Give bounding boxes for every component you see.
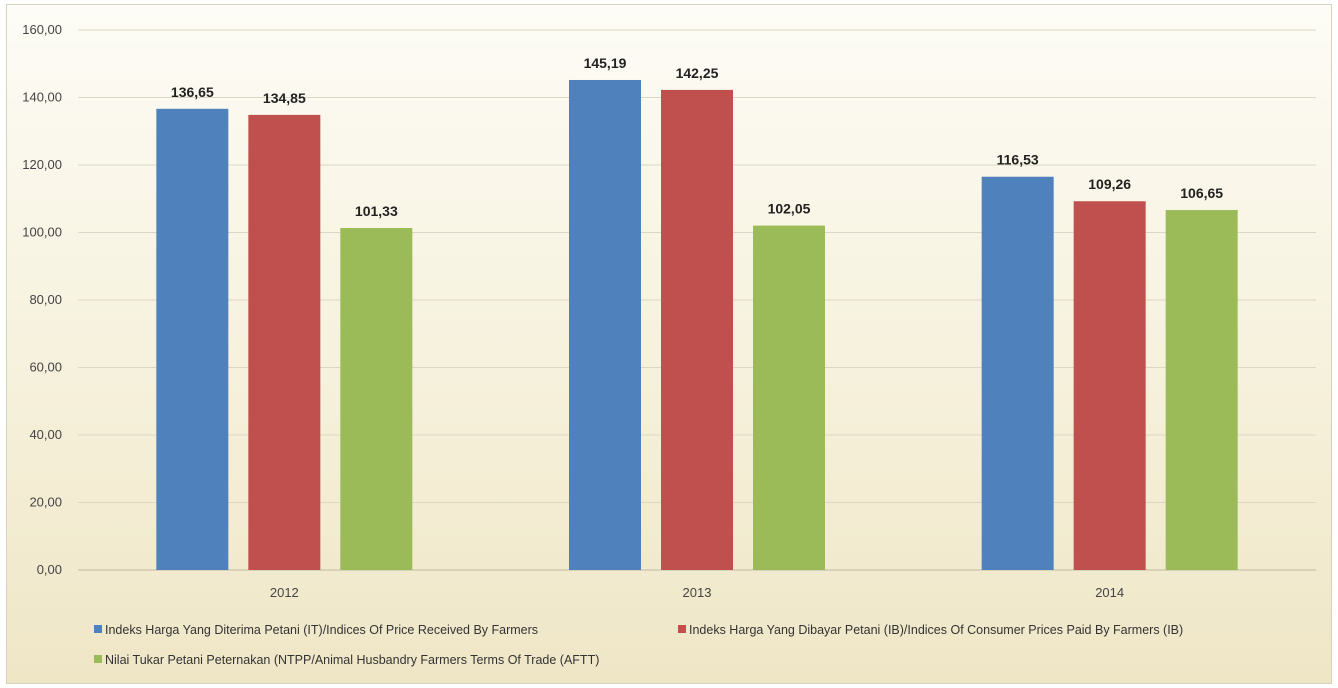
- data-label: 116,53: [997, 152, 1039, 168]
- y-tick-label: 140,00: [22, 90, 62, 105]
- y-axis: 0,00 20,00 40,00 60,00 80,00 100,00 120,00 140,…: [22, 22, 62, 577]
- bar: [569, 79, 641, 570]
- x-tick-label: 2013: [683, 585, 712, 600]
- data-label: 102,05: [768, 201, 811, 217]
- y-tick-label: 160,00: [22, 22, 62, 37]
- data-label: 109,26: [1088, 176, 1131, 192]
- data-label: 142,25: [676, 65, 719, 81]
- bar: [340, 228, 413, 571]
- data-label: 145,19: [584, 55, 627, 71]
- bar: [1165, 210, 1238, 570]
- y-tick-label: 100,00: [22, 225, 62, 240]
- legend-swatch: [678, 625, 686, 633]
- y-tick-label: 120,00: [22, 157, 62, 172]
- legend-item: Indeks Harga Yang Dibayar Petani (IB)/In…: [678, 623, 1183, 637]
- bar: [981, 176, 1054, 570]
- legend-swatch: [94, 625, 102, 633]
- legend: Indeks Harga Yang Diterima Petani (IT)/I…: [94, 623, 1183, 667]
- legend-label: Indeks Harga Yang Diterima Petani (IT)/I…: [105, 623, 538, 637]
- bar: [156, 108, 229, 571]
- bar: [1073, 201, 1146, 570]
- bar: [661, 89, 733, 570]
- bar: [753, 225, 825, 571]
- legend-label: Nilai Tukar Petani Peternakan (NTPP/Anim…: [105, 653, 599, 667]
- legend-item: Nilai Tukar Petani Peternakan (NTPP/Anim…: [94, 653, 599, 667]
- data-label: 134,85: [263, 90, 306, 106]
- y-tick-label: 60,00: [29, 360, 62, 375]
- data-label: 136,65: [171, 84, 214, 100]
- legend-item: Indeks Harga Yang Diterima Petani (IT)/I…: [94, 623, 538, 637]
- x-axis: 2012 2013 2014: [270, 585, 1124, 600]
- y-tick-label: 40,00: [29, 427, 62, 442]
- data-label: 101,33: [355, 203, 398, 219]
- x-tick-label: 2012: [270, 585, 299, 600]
- y-tick-label: 80,00: [29, 292, 62, 307]
- y-tick-label: 20,00: [29, 495, 62, 510]
- bar: [248, 114, 321, 570]
- bars: [156, 79, 1238, 571]
- legend-swatch: [94, 655, 102, 663]
- x-tick-label: 2014: [1095, 585, 1124, 600]
- data-labels: 136,65 134,85 101,33 145,19 142,25 102,05 116,…: [171, 55, 1223, 219]
- y-tick-label: 0,00: [37, 562, 62, 577]
- data-label: 106,65: [1180, 185, 1223, 201]
- legend-label: Indeks Harga Yang Dibayar Petani (IB)/In…: [689, 623, 1183, 637]
